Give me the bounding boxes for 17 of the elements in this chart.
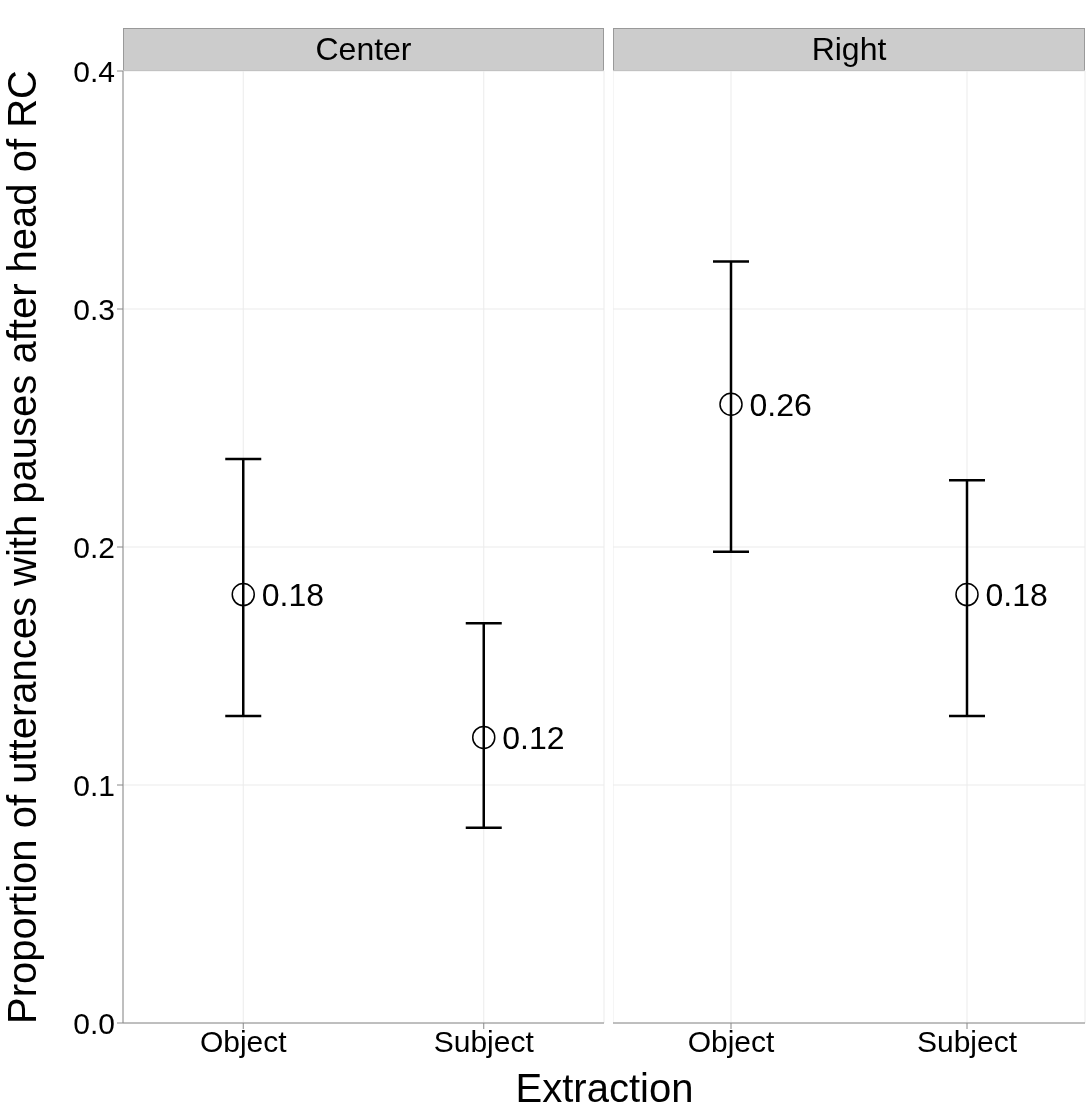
chart-title: Right [613, 28, 1085, 71]
data-label: 0.12 [502, 719, 565, 756]
x-axis-title: Extraction [514, 1066, 695, 1111]
y-tick-label: 0.1 [73, 768, 115, 802]
x-tick-label: Object [687, 1025, 776, 1059]
y-tick-label: 0.0 [73, 1006, 115, 1040]
x-tick-label: Subject [916, 1025, 1018, 1059]
y-tick-label: 0.2 [73, 530, 115, 564]
y-tick-label: 0.3 [73, 292, 115, 326]
chart-title: Center [123, 28, 604, 71]
data-label: 0.26 [749, 386, 812, 423]
data-label: 0.18 [985, 576, 1048, 613]
y-axis-title: Proportion of utterances with pauses after head of RC [0, 70, 45, 1024]
x-tick-label: Object [199, 1025, 288, 1059]
data-label: 0.18 [261, 576, 325, 613]
y-tick-label: 0.4 [73, 54, 115, 88]
x-tick-label: Subject [433, 1025, 535, 1059]
